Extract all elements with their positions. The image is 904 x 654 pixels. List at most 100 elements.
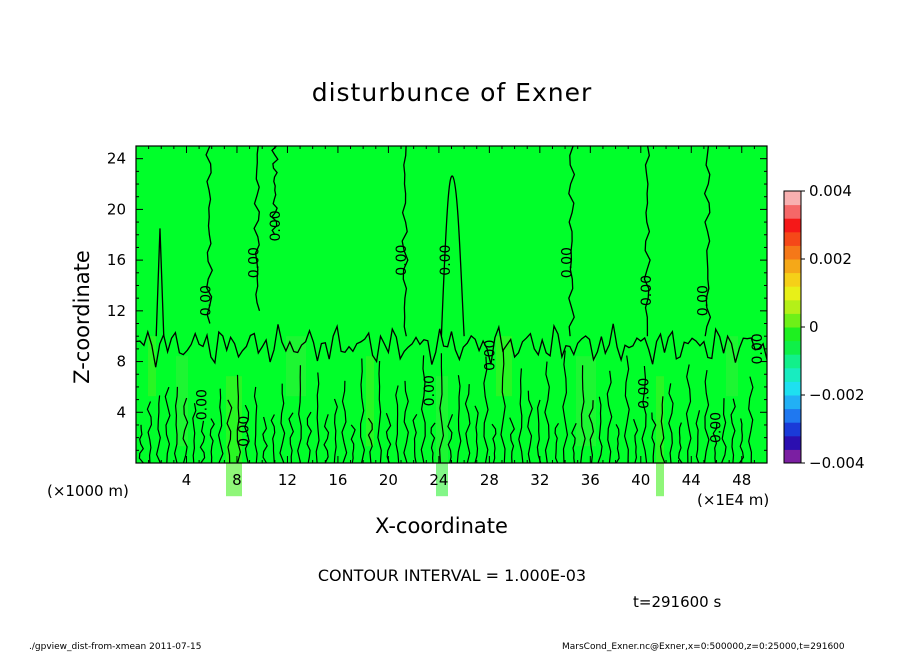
x-tick-label: 32 bbox=[530, 471, 549, 489]
contour-line bbox=[651, 412, 657, 464]
x-tick-label: 48 bbox=[732, 471, 751, 489]
contour-line bbox=[135, 323, 768, 368]
contour-line bbox=[253, 386, 258, 464]
contour-line bbox=[403, 380, 409, 464]
contour-line bbox=[333, 398, 338, 464]
contour-line bbox=[544, 361, 550, 464]
contour-line bbox=[262, 416, 268, 464]
contour-line bbox=[323, 414, 330, 464]
contour-line bbox=[527, 390, 533, 464]
shade-patch bbox=[436, 376, 448, 497]
contour-value-label: 0.00 bbox=[750, 333, 766, 364]
x-tick-label: 20 bbox=[379, 471, 398, 489]
contour-value-label: 0.00 bbox=[636, 378, 652, 409]
shade-patch bbox=[656, 376, 664, 497]
contour-value-label: 0.00 bbox=[482, 340, 498, 371]
x-axis-label: X-coordinate bbox=[375, 514, 508, 538]
contour-value-label: 0.00 bbox=[394, 245, 410, 276]
contour-line bbox=[146, 401, 153, 464]
contour-line bbox=[554, 422, 560, 464]
contour-line bbox=[350, 424, 356, 464]
contour-line bbox=[615, 424, 620, 464]
contour-value-label: 0.00 bbox=[422, 375, 438, 406]
colorbar-segment bbox=[784, 245, 801, 260]
x-tick-label: 44 bbox=[682, 471, 701, 489]
contour-line bbox=[138, 424, 145, 464]
contour-line bbox=[367, 417, 373, 464]
shade-patch bbox=[726, 336, 738, 397]
contour-line bbox=[483, 356, 489, 464]
contour-line bbox=[209, 418, 215, 464]
contour-line bbox=[500, 349, 506, 464]
colorbar-label: 0 bbox=[809, 318, 819, 336]
footer-left: ./gpview_dist-from-xmean 2011-07-15 bbox=[29, 642, 202, 652]
contour-line bbox=[420, 355, 426, 464]
colorbar-segment bbox=[784, 422, 801, 437]
shade-patch bbox=[576, 356, 596, 447]
colorbar-segment bbox=[784, 286, 801, 301]
colorbar-segment bbox=[784, 381, 801, 396]
contour-value-label: 0.00 bbox=[268, 210, 284, 241]
contour-line bbox=[430, 422, 436, 464]
contour-line bbox=[173, 386, 178, 464]
contour-line bbox=[730, 398, 736, 464]
colorbar-label: 0.002 bbox=[809, 250, 852, 268]
colorbar-segment bbox=[784, 218, 801, 233]
x-tick-label: 36 bbox=[581, 471, 600, 489]
contour-line bbox=[695, 410, 701, 464]
x-unit-label: (×1000 m) bbox=[47, 482, 129, 500]
colorbar: 0.004 0.002 0 −0.002 −0.004 bbox=[783, 182, 865, 472]
y-tick-label: 24 bbox=[107, 150, 126, 168]
contour-line bbox=[438, 353, 445, 464]
contour-line bbox=[270, 414, 276, 464]
colorbar-label: −0.002 bbox=[809, 386, 865, 404]
shade-patch bbox=[148, 336, 156, 397]
shade-patch bbox=[176, 356, 188, 447]
contour-line bbox=[518, 368, 524, 464]
colorbar-segment bbox=[784, 449, 801, 464]
shade-patch bbox=[366, 356, 374, 447]
y-tick-label: 16 bbox=[107, 251, 126, 269]
colorbar-segment bbox=[784, 191, 801, 206]
contour-line bbox=[536, 399, 542, 464]
colorbar-segment bbox=[784, 299, 801, 314]
contour-line bbox=[562, 350, 569, 464]
colorbar-segment bbox=[784, 354, 801, 369]
colorbar-segment bbox=[784, 435, 801, 450]
contour-line bbox=[456, 375, 462, 464]
contour-line bbox=[739, 418, 745, 464]
contour-line bbox=[395, 385, 400, 464]
contour-value-label: 0.00 bbox=[195, 389, 211, 420]
colorbar-segment bbox=[784, 204, 801, 219]
contour-line bbox=[341, 380, 348, 464]
contour-line bbox=[748, 376, 754, 464]
footer-right: MarsCond_Exner.nc@Exner,x=0:500000,z=0:2… bbox=[562, 642, 845, 652]
contour-line bbox=[182, 397, 189, 464]
contour-line bbox=[659, 396, 666, 464]
contour-value-label: 0.00 bbox=[559, 247, 575, 278]
x-tick-label: 16 bbox=[328, 471, 347, 489]
contour-line bbox=[677, 422, 683, 464]
contour-value-label: 0.00 bbox=[236, 416, 252, 447]
contour-line bbox=[633, 419, 639, 464]
contour-value-label: 0.00 bbox=[198, 285, 214, 316]
contour-labels: 0.00 0.00 0.00 0.00 0.00 0.00 0.00 0.00 0.00 0.00… bbox=[195, 210, 766, 447]
contour-line bbox=[685, 364, 692, 464]
contour-line bbox=[447, 414, 454, 464]
contour-value-label: 0.00 bbox=[639, 275, 655, 306]
x-scale-note: (×1E4 m) bbox=[697, 491, 770, 509]
contour-line bbox=[623, 355, 630, 464]
colorbar-segment bbox=[784, 231, 801, 246]
colorbar-segment bbox=[784, 367, 801, 382]
contour-line bbox=[401, 145, 409, 337]
y-tick-label: 4 bbox=[116, 403, 126, 421]
contour-line bbox=[491, 423, 497, 464]
contour-line bbox=[297, 365, 302, 464]
contour-line bbox=[243, 404, 250, 464]
plot-area bbox=[136, 146, 767, 497]
contour-line bbox=[474, 405, 479, 464]
x-tick-label: 12 bbox=[278, 471, 297, 489]
contour-line bbox=[217, 388, 224, 464]
contour-line bbox=[509, 417, 515, 464]
